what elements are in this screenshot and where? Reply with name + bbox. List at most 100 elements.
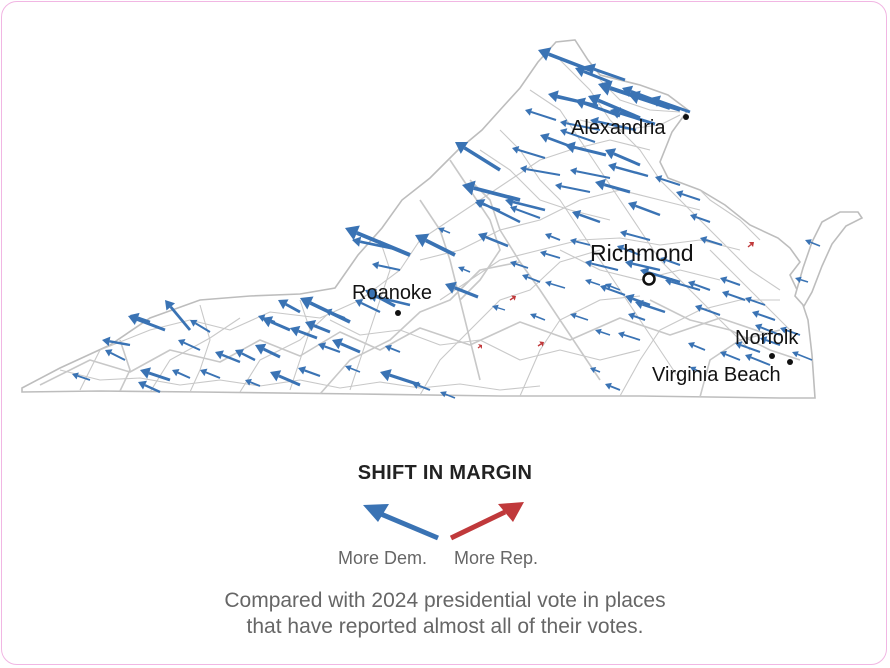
norfolk-dot <box>769 353 775 359</box>
dem-shift-arrow <box>570 167 611 179</box>
dem-shift-arrow <box>476 199 521 224</box>
legend-rep-label: More Rep. <box>454 548 539 568</box>
dem-shift-arrow <box>140 367 171 382</box>
county-line <box>419 199 481 381</box>
dem-shift-arrow <box>172 368 191 379</box>
dem-shift-arrow <box>618 331 641 341</box>
dem-shift-arrow <box>178 339 201 351</box>
dem-shift-arrow <box>332 338 361 354</box>
dem-shift-arrow <box>510 260 529 269</box>
dem-shift-arrow <box>440 391 456 399</box>
dem-shift-arrow <box>345 365 361 373</box>
dem-shift-arrow <box>165 300 192 331</box>
note-line-2: that have reported almost all of their v… <box>246 615 644 638</box>
alexandria-label: Alexandria <box>571 117 666 139</box>
county-line <box>689 179 761 241</box>
dem-shift-arrow <box>688 280 711 291</box>
county-line <box>289 299 311 391</box>
dem-shift-arrow <box>372 261 401 271</box>
dem-shift-arrow <box>660 256 681 266</box>
county-boundaries <box>39 59 801 398</box>
dem-shift-arrow <box>665 277 701 291</box>
rep-shift-arrow <box>747 242 754 248</box>
dem-shift-arrow <box>305 319 331 334</box>
dem-shift-arrow <box>235 349 256 362</box>
dem-shift-arrow <box>625 259 661 272</box>
roanoke-label: Roanoke <box>352 282 432 304</box>
dem-shift-arrow <box>780 326 801 336</box>
dem-shift-arrow <box>385 344 401 353</box>
dem-shift-arrow <box>325 308 346 319</box>
dem-shift-arrow <box>572 209 601 224</box>
dem-shift-arrow <box>690 366 701 373</box>
dem-shift-arrow <box>628 201 661 217</box>
dem-shift-arrow <box>522 273 541 283</box>
dem-shift-arrow <box>512 146 546 159</box>
dem-shift-arrow <box>278 299 301 314</box>
rep-shift-arrow <box>537 341 544 347</box>
dem-shift-arrow <box>438 227 451 234</box>
dem-shift-arrows <box>72 47 821 399</box>
county-line <box>319 261 521 395</box>
dem-shift-arrow <box>595 178 631 194</box>
dem-shift-arrow <box>590 367 601 373</box>
legend-title: SHIFT IN MARGIN <box>357 462 533 484</box>
eastern-shore-outline <box>794 211 864 308</box>
dem-shift-arrow <box>605 283 621 291</box>
dem-shift-arrow <box>545 232 561 241</box>
dem-shift-arrow <box>608 162 649 178</box>
dem-shift-arrow <box>290 325 318 340</box>
dem-shift-arrow <box>525 108 557 121</box>
dem-shift-arrow <box>352 236 401 252</box>
legend-dem-label: More Dem. <box>338 548 428 568</box>
dem-shift-arrow <box>520 165 561 176</box>
dem-shift-arrow <box>555 182 591 193</box>
county-line <box>119 339 131 392</box>
dem-shift-arrow <box>745 296 766 306</box>
county-line <box>59 369 541 391</box>
dem-shift-arrow <box>805 239 821 247</box>
dem-shift-arrow <box>560 119 601 131</box>
dem-shift-arrow <box>690 213 711 223</box>
dem-shift-arrow <box>102 336 131 347</box>
dem-shift-arrow <box>530 313 546 321</box>
dem-shift-arrow <box>565 141 607 157</box>
dem-shift-arrow <box>720 350 741 361</box>
dem-shift-arrow <box>298 366 321 378</box>
dem-shift-arrow <box>628 312 646 321</box>
note-line-1: Compared with 2024 presidential vote in … <box>224 589 666 612</box>
rep-shift-arrow <box>509 295 516 301</box>
dem-shift-arrow <box>795 276 809 283</box>
county-line <box>349 239 391 391</box>
county-line <box>699 329 781 398</box>
dem-shift-arrow <box>590 116 637 132</box>
norfolk-label: Norfolk <box>735 327 799 349</box>
dem-shift-arrow <box>755 323 781 336</box>
county-line <box>79 299 361 391</box>
dem-shift-arrow <box>458 266 471 273</box>
legend-arrows <box>363 502 524 541</box>
legend-rep-arrow <box>449 502 524 541</box>
dem-shift-arrow <box>215 350 241 364</box>
dem-shift-arrow <box>270 370 301 387</box>
dem-shift-arrow <box>745 353 771 366</box>
dem-shift-arrow <box>735 341 761 353</box>
dem-shift-arrow <box>600 284 626 296</box>
dem-shift-arrow <box>650 95 691 114</box>
dem-shift-arrow <box>720 276 741 286</box>
virginia-beach-dot <box>787 359 793 365</box>
county-line <box>469 179 601 381</box>
roanoke-dot <box>395 310 401 316</box>
dem-shift-arrow <box>545 280 566 289</box>
dem-shift-arrow <box>200 368 221 379</box>
county-line <box>189 304 211 393</box>
dem-shift-arrow <box>700 236 723 246</box>
dem-shift-arrow <box>585 259 619 271</box>
county-line <box>39 317 771 386</box>
dem-shift-arrow <box>655 175 681 186</box>
county-line <box>329 319 641 361</box>
dem-shift-arrow <box>255 343 281 359</box>
county-line <box>359 139 651 301</box>
dem-shift-arrow <box>610 107 656 126</box>
dem-shift-arrow <box>318 342 341 354</box>
